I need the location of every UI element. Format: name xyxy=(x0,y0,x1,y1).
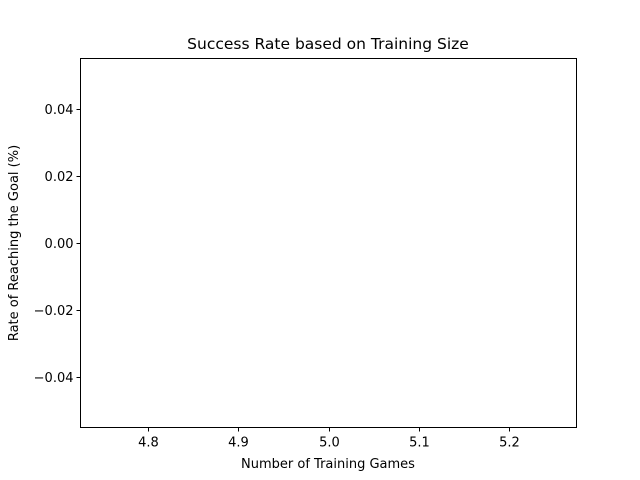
x-axis-label: Number of Training Games xyxy=(241,457,415,472)
y-tick-label: 0.02 xyxy=(45,170,74,185)
x-tick-label: 5.2 xyxy=(499,436,520,451)
x-tick-label: 4.9 xyxy=(228,436,249,451)
y-tick-label: 0.04 xyxy=(45,103,74,118)
y-tick-label: −0.02 xyxy=(34,304,74,319)
x-tick-label: 5.0 xyxy=(319,436,340,451)
chart-title: Success Rate based on Training Size xyxy=(187,35,469,53)
y-axis-label: Rate of Reaching the Goal (%) xyxy=(7,145,22,341)
x-tick-label: 5.1 xyxy=(409,436,430,451)
y-axis: −0.04 −0.02 0.00 0.02 0.04 xyxy=(34,103,81,386)
y-tick-label: 0.00 xyxy=(45,237,74,252)
x-tick-label: 4.8 xyxy=(138,436,159,451)
y-tick-label: −0.04 xyxy=(34,371,74,386)
x-axis: 4.8 4.9 5.0 5.1 5.2 xyxy=(138,427,520,451)
